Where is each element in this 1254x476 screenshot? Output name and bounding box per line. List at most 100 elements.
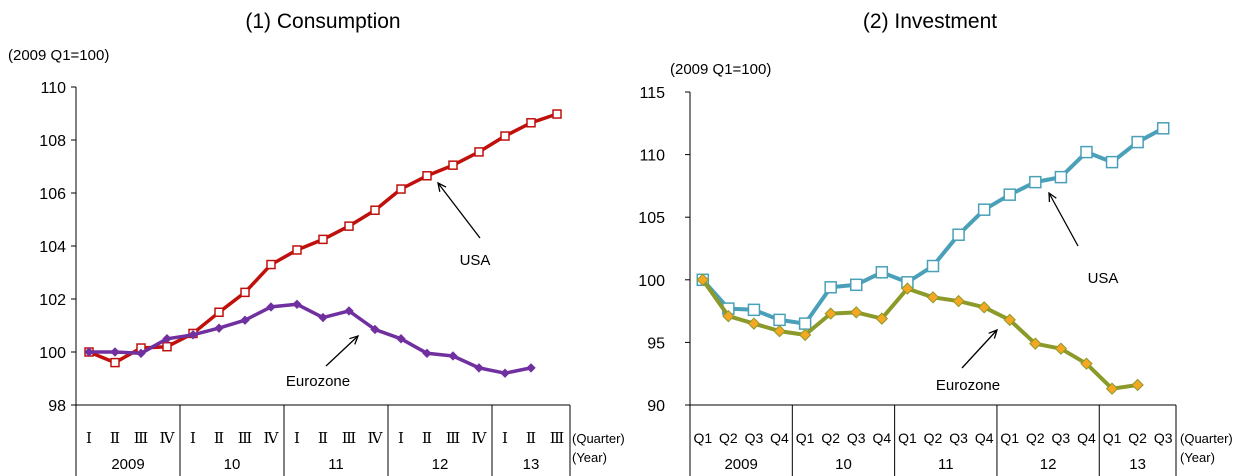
data-point-usa (773, 313, 786, 327)
data-point-usa (526, 118, 536, 128)
annotation-arrow (1048, 192, 1079, 247)
y-tick-label: 105 (638, 210, 665, 227)
data-point-eurozone (266, 302, 276, 312)
quarter-label: Q4 (975, 430, 994, 446)
year-axis-label: (Year) (1180, 450, 1215, 465)
data-point-eurozone (1003, 313, 1016, 327)
y-tick-label: 98 (48, 398, 66, 415)
unit-label: (2009 Q1=100) (670, 61, 771, 78)
quarter-label: Ⅳ (160, 429, 176, 447)
data-point-eurozone (500, 368, 510, 378)
data-point-eurozone (747, 317, 761, 330)
data-point-usa (1054, 170, 1068, 184)
data-point-eurozone (1029, 337, 1042, 350)
data-point-usa (240, 287, 250, 298)
quarter-label: Q3 (1052, 430, 1071, 446)
y-tick-label: 110 (639, 148, 665, 165)
data-point-eurozone (84, 347, 94, 357)
quarter-label: Ⅱ (214, 429, 224, 447)
data-point-eurozone (240, 315, 250, 325)
quarter-label: Q2 (924, 430, 943, 446)
data-point-eurozone (344, 306, 354, 316)
chart-title: (1) Consumption (245, 10, 400, 33)
data-point-eurozone (1131, 378, 1144, 392)
annotation-arrowhead (1048, 191, 1057, 203)
quarter-label: Q3 (847, 430, 866, 446)
data-point-eurozone (526, 363, 536, 373)
y-tick-label: 104 (39, 239, 66, 256)
data-point-eurozone (136, 348, 146, 359)
data-point-eurozone (370, 324, 380, 335)
y-tick-label: 102 (39, 292, 66, 309)
data-point-eurozone (696, 273, 709, 287)
quarter-label: Ⅰ (190, 429, 196, 447)
quarter-label: Ⅱ (318, 429, 328, 447)
data-point-eurozone (110, 347, 120, 357)
data-point-usa (214, 307, 224, 317)
quarter-label: Q1 (898, 430, 917, 446)
annotation-usa: USA (1088, 270, 1119, 287)
data-point-usa (162, 341, 172, 352)
data-point-usa (952, 228, 965, 241)
data-point-usa (1131, 135, 1144, 149)
quarter-label: Ⅰ (502, 429, 508, 447)
quarter-label: Ⅲ (550, 429, 564, 447)
data-point-eurozone (850, 306, 863, 319)
data-point-usa (474, 147, 484, 157)
quarter-axis-label: (Quarter) (572, 431, 625, 446)
y-tick-label: 115 (639, 85, 665, 102)
y-tick-label: 108 (39, 133, 66, 150)
data-point-usa (552, 109, 562, 119)
y-tick-label: 106 (39, 186, 66, 203)
year-label: 10 (835, 456, 852, 473)
quarter-label: Ⅳ (368, 429, 384, 447)
annotation-arrowhead (437, 181, 447, 192)
year-label: 11 (938, 456, 954, 473)
year-axis-label: (Year) (572, 450, 607, 465)
data-point-eurozone (1054, 342, 1068, 355)
quarter-label: Q2 (821, 430, 840, 446)
quarter-label: Q2 (719, 430, 738, 446)
data-point-eurozone (318, 312, 328, 323)
quarter-label: Q1 (796, 430, 815, 446)
quarter-label: Q3 (949, 430, 968, 446)
annotation-arrow (437, 182, 481, 239)
annotation-eurozone: Eurozone (936, 377, 1000, 394)
quarter-label: Q3 (745, 430, 764, 446)
quarter-label: Ⅲ (134, 429, 148, 447)
annotation-arrow (961, 329, 998, 369)
year-label: 11 (328, 456, 344, 473)
data-point-usa (422, 171, 432, 181)
y-tick-label: 100 (638, 273, 665, 290)
data-point-eurozone (292, 299, 302, 310)
data-point-eurozone (448, 351, 458, 361)
quarter-label: Q1 (1000, 430, 1019, 446)
data-point-usa (448, 160, 458, 170)
data-point-usa (1105, 155, 1119, 169)
quarter-label: Q4 (1077, 430, 1096, 446)
y-tick-label: 100 (39, 345, 66, 362)
data-point-usa (396, 184, 406, 194)
data-point-usa (850, 278, 863, 292)
data-point-eurozone (824, 307, 837, 320)
data-point-usa (824, 281, 837, 294)
year-label: 10 (224, 456, 241, 473)
annotation-usa: USA (460, 252, 491, 269)
quarter-label: Q4 (770, 430, 789, 446)
quarter-label: Ⅲ (238, 429, 252, 447)
data-point-usa (926, 259, 940, 273)
year-label: 12 (1040, 456, 1057, 473)
data-point-usa (370, 205, 380, 215)
data-point-usa (318, 234, 328, 245)
data-point-eurozone (214, 323, 224, 333)
data-point-usa (1080, 145, 1093, 159)
quarter-label: Q4 (872, 430, 891, 446)
quarter-label: Ⅲ (342, 429, 356, 447)
data-point-usa (875, 266, 889, 279)
y-tick-label: 90 (647, 398, 665, 415)
quarter-label: Q2 (1026, 430, 1045, 446)
data-point-usa (266, 259, 276, 270)
quarter-label: Ⅰ (398, 429, 404, 447)
annotation-arrow (325, 335, 359, 367)
